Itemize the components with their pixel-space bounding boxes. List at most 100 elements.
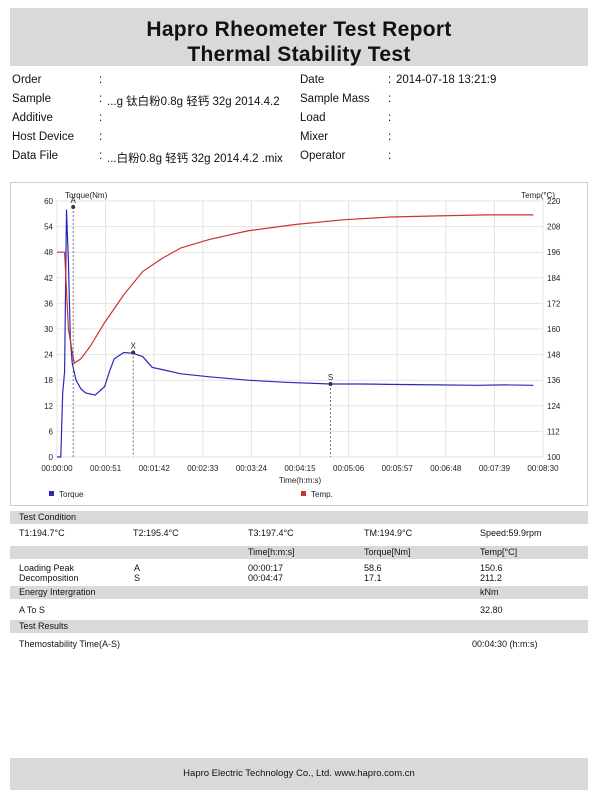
speed-value: Speed:59.9rpm — [480, 528, 542, 538]
y-left-tick-label: 24 — [44, 351, 53, 360]
y-left-tick-label: 54 — [44, 223, 53, 232]
marker-label: A — [71, 196, 77, 205]
chart-grid — [56, 200, 544, 458]
y-right-axis-title: Temp(°C) — [521, 191, 555, 200]
info-label: Sample — [12, 93, 51, 105]
info-value: ...白粉0.8g 轻钙 32g 2014.4.2 .mix — [107, 153, 283, 165]
energy-header: Energy Intergration kNm — [10, 586, 588, 599]
row-time: 00:00:17 — [248, 563, 284, 573]
test-results-section: Test Results Themostability Time(A-S) 00… — [10, 620, 588, 650]
legend-label: Temp. — [311, 490, 333, 499]
info-label: Data File — [12, 150, 59, 162]
info-colon: : — [99, 131, 103, 143]
info-row-additive: Additive : Load : — [10, 112, 588, 131]
y-left-tick-label: 12 — [44, 402, 53, 411]
y-left-axis-title: Torque(Nm) — [65, 191, 108, 200]
marker-label: S — [328, 373, 333, 382]
y-left-tick-label: 30 — [44, 325, 53, 334]
x-tick-label: 00:01:42 — [139, 464, 171, 473]
info-colon: : — [99, 112, 103, 124]
y-left-tick-label: 18 — [44, 376, 53, 385]
y-right-tick-label: 220 — [547, 197, 561, 206]
y-right-tick-label: 196 — [547, 248, 561, 257]
x-tick-label: 00:03:24 — [236, 464, 268, 473]
info-row-host-device: Host Device : Mixer : — [10, 131, 588, 150]
y-left-tick-label: 60 — [44, 197, 53, 206]
row-label: Loading Peak — [19, 563, 75, 573]
x-tick-label: 00:08:30 — [527, 464, 559, 473]
y-right-tick-label: 124 — [547, 402, 561, 411]
info-value: ...g 钛白粉0.8g 轻钙 32g 2014.4.2 — [107, 96, 280, 108]
y-left-tick-label: 48 — [44, 248, 53, 257]
row-torque: 58.6 — [364, 563, 382, 573]
info-colon: : — [388, 131, 392, 143]
thermostability-value: 00:04:30 (h:m:s) — [472, 639, 538, 649]
y-right-tick-label: 112 — [547, 427, 560, 436]
series-line-temp — [57, 214, 534, 365]
energy-label: A To S — [19, 605, 45, 615]
row-temp: 211.2 — [480, 573, 502, 583]
torque-temp-chart: 0 100 6 112 12 124 18 136 24 148 30 160 36 172 42 184 48… — [41, 191, 560, 499]
t3-value: T3:197.4°C — [248, 528, 294, 538]
marker-label: X — [131, 341, 137, 350]
test-condition-header: Test Condition — [10, 511, 588, 524]
info-label: Load — [300, 112, 326, 124]
info-label: Sample Mass — [300, 93, 370, 105]
row-time: 00:04:47 — [248, 573, 284, 583]
legend-swatch — [49, 491, 54, 496]
legend-swatch — [301, 491, 306, 496]
points-table-header: Time[h:m:s] Torque[Nm] Temp[°C] — [10, 546, 588, 559]
marker-point — [328, 382, 333, 387]
energy-section: Energy Intergration kNm A To S 32.80 — [10, 586, 588, 622]
test-results-header: Test Results — [10, 620, 588, 633]
footer: Hapro Electric Technology Co., Ltd. www.… — [10, 758, 588, 790]
row-temp: 150.6 — [480, 563, 503, 573]
y-right-tick-label: 208 — [547, 223, 561, 232]
x-tick-label: 00:06:48 — [430, 464, 462, 473]
info-label: Date — [300, 74, 325, 86]
row-marker: S — [134, 573, 141, 583]
x-axis-title: Time(h:m:s) — [279, 476, 322, 485]
chart-label-layer: Torque Temp. — [49, 490, 333, 499]
info-colon: : — [99, 150, 103, 162]
x-tick-label: 00:07:39 — [479, 464, 511, 473]
info-colon: : — [388, 74, 392, 86]
info-label: Mixer — [300, 131, 329, 143]
row-torque: 17.1 — [364, 573, 382, 583]
marker-point — [131, 350, 136, 355]
y-left-tick-label: 42 — [44, 274, 53, 283]
report-page: Hapro Rheometer Test Report Thermal Stab… — [10, 8, 588, 790]
x-tick-label: 00:05:57 — [382, 464, 414, 473]
y-right-tick-label: 148 — [547, 351, 561, 360]
points-table: Time[h:m:s] Torque[Nm] Temp[°C] Loading … — [10, 546, 588, 588]
t2-value: T2:195.4°C — [133, 528, 179, 538]
info-value: 2014-07-18 13:21:9 — [396, 74, 497, 86]
info-block: Order : Date : 2014-07-18 13:21:9 Sample… — [10, 70, 588, 180]
info-row-order: Order : Date : 2014-07-18 13:21:9 — [10, 74, 588, 93]
y-left-tick-label: 6 — [49, 427, 54, 436]
x-tick-label: 00:05:06 — [333, 464, 365, 473]
series-line-torque — [57, 209, 534, 458]
report-title: Hapro Rheometer Test Report — [146, 18, 452, 41]
info-colon: : — [99, 93, 103, 105]
test-condition-section: Test Condition T1:194.7°C T2:195.4°C T3:… — [10, 511, 588, 541]
t1-value: T1:194.7°C — [19, 528, 65, 538]
x-tick-label: 00:00:51 — [90, 464, 122, 473]
info-label: Operator — [300, 150, 346, 162]
chart-axes: 0 100 6 112 12 124 18 136 24 148 30 160 36 172 42 184 48… — [41, 191, 560, 485]
x-tick-label: 00:00:00 — [41, 464, 73, 473]
legend-label: Torque — [59, 490, 84, 499]
thermostability-label: Themostability Time(A-S) — [19, 639, 121, 649]
y-right-tick-label: 136 — [547, 376, 561, 385]
col-header-time: Time[h:m:s] — [248, 547, 295, 557]
y-left-tick-label: 0 — [49, 453, 54, 462]
info-colon: : — [99, 74, 103, 86]
report-subtitle: Thermal Stability Test — [187, 43, 411, 66]
chart-panel: 0 100 6 112 12 124 18 136 24 148 30 160 36 172 42 184 48… — [10, 182, 588, 506]
info-row-sample: Sample : ...g 钛白粉0.8g 轻钙 32g 2014.4.2 Sa… — [10, 93, 588, 112]
info-label: Host Device — [12, 131, 74, 143]
chart-marker-layer: A X S — [71, 196, 333, 457]
col-header-temp: Temp[°C] — [480, 547, 518, 557]
energy-unit: kNm — [480, 587, 499, 597]
energy-value: 32.80 — [480, 605, 503, 615]
